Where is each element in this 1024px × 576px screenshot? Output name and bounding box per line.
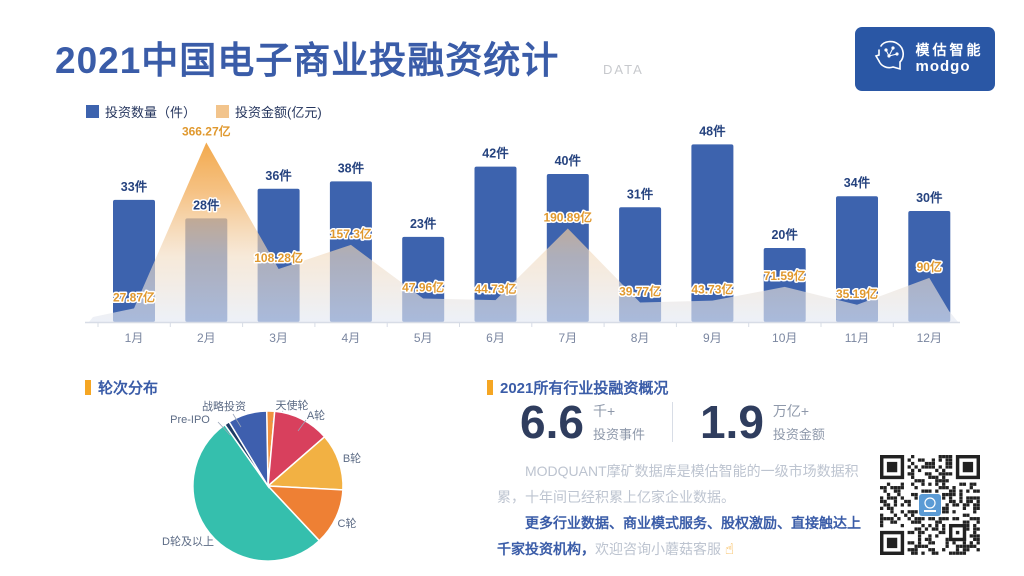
overview-paragraph-2: 更多行业数据、商业模式服务、股权激励、直接触达上千家投资机构，欢迎咨询小蘑菇客服… <box>497 510 863 563</box>
pie-leader-line <box>232 413 242 428</box>
pie-label-A轮: A轮 <box>307 408 325 422</box>
legend-swatch-count <box>86 105 99 118</box>
month-label: 8月 <box>631 331 650 345</box>
month-label: 6月 <box>486 331 505 345</box>
pie-slice-D轮及以上 <box>192 423 321 562</box>
amount-label: 47.96亿 <box>402 279 444 294</box>
page-title: 2021中国电子商业投融资统计 <box>55 40 560 81</box>
pie-label-C轮: C轮 <box>338 516 357 530</box>
amount-label: 27.87亿 <box>113 289 155 304</box>
stat-events-value: 6.6 <box>520 396 584 448</box>
count-label: 42件 <box>482 146 509 161</box>
month-label: 11月 <box>845 331 869 345</box>
amount-label: 108.28亿 <box>254 250 303 265</box>
pie-section-heading: 轮次分布 <box>85 377 158 398</box>
count-label: 48件 <box>699 123 726 138</box>
amount-label: 157.3亿 <box>330 226 372 241</box>
month-label: 7月 <box>558 331 577 345</box>
month-label: 10月 <box>772 331 797 345</box>
month-label: 2月 <box>197 331 216 345</box>
count-label: 38件 <box>338 160 365 175</box>
stat-amount-units: 万亿+ 投资金额 <box>773 401 825 443</box>
chart-legend: 投资数量（件） 投资金额(亿元) <box>86 102 322 121</box>
month-label: 5月 <box>414 331 433 345</box>
logo-brand-en: modgo <box>915 58 971 76</box>
combo-chart: 33件 27.87亿 1月 28件 366.27亿 2月 36件 108.28亿 3月 38件 15… <box>85 122 960 345</box>
count-label: 20件 <box>771 227 798 242</box>
overview-paragraph-1: MODQUANT摩矿数据库是模估智能的一级市场数据积累，十年间已经积累上亿家企业… <box>497 463 859 505</box>
count-label: 34件 <box>844 175 871 190</box>
orange-bar-icon <box>85 380 91 395</box>
month-label: 12月 <box>917 331 942 345</box>
stat-events-unit: 千+ <box>592 403 616 419</box>
amount-label: 71.59亿 <box>764 268 806 283</box>
orange-bar-icon <box>487 380 493 395</box>
legend-item-amount: 投资金额(亿元) <box>216 102 322 121</box>
count-label: 30件 <box>916 190 943 205</box>
stat-amount-unit: 万亿+ <box>772 403 810 419</box>
modgo-logo: 模估智能 modgo <box>855 27 995 91</box>
pie-label-战略投资: 战略投资 <box>202 399 246 413</box>
bar-11月 <box>836 196 878 322</box>
overview-stats: 6.6 千+ 投资事件 1.9 万亿+ 投资金额 <box>520 399 825 445</box>
count-label: 36件 <box>265 168 292 183</box>
overview-cs-text: 欢迎咨询小蘑菇客服 <box>595 541 725 557</box>
amount-label: 39.77亿 <box>619 284 661 299</box>
data-watermark: DATA <box>603 62 644 77</box>
count-label: 31件 <box>627 186 654 201</box>
count-label: 23件 <box>410 216 437 231</box>
legend-label-amount: 投资金额(亿元) <box>235 105 322 120</box>
bar-9月 <box>691 144 734 322</box>
month-label: 9月 <box>703 331 722 345</box>
stat-amount-value: 1.9 <box>699 396 764 448</box>
amount-label: 190.89亿 <box>543 209 592 224</box>
amount-label: 44.73亿 <box>474 281 516 296</box>
qr-center-logo <box>919 494 941 516</box>
amount-area <box>89 142 958 322</box>
logo-brand-cn: 模估智能 <box>915 42 984 59</box>
pie-leader-line <box>217 421 231 436</box>
amount-label: 43.73亿 <box>691 282 733 297</box>
qr-code <box>880 455 980 555</box>
pie-heading-text: 轮次分布 <box>98 380 159 397</box>
pie-label-天使轮: 天使轮 <box>276 398 309 412</box>
overview-section-heading: 2021所有行业投融资概况 <box>487 377 668 398</box>
amount-label: 366.27亿 <box>182 124 231 139</box>
bar-6月 <box>474 166 517 322</box>
count-label: 28件 <box>193 197 220 212</box>
modgo-head-icon <box>867 36 909 83</box>
stats-divider <box>671 402 673 442</box>
count-label: 40件 <box>555 153 582 168</box>
legend-item-count: 投资数量（件） <box>86 102 196 121</box>
overview-heading-text: 2021所有行业投融资概况 <box>500 380 669 397</box>
count-label: 33件 <box>121 179 148 194</box>
legend-label-count: 投资数量（件） <box>105 105 197 120</box>
pointing-hand-icon: ☝ <box>724 541 735 558</box>
pie-leader-line <box>297 419 307 432</box>
stat-events-label: 投资事件 <box>592 427 645 442</box>
overview-highlight-text: 更多行业数据、商业模式服务、股权激励、直接触达上千家投资机构， <box>497 515 861 557</box>
amount-label: 35.19亿 <box>836 286 878 301</box>
amount-label: 90亿 <box>917 259 942 274</box>
month-label: 3月 <box>269 331 288 345</box>
pie-label-B轮: B轮 <box>343 451 361 465</box>
stat-amount-label: 投资金额 <box>772 427 825 442</box>
month-label: 4月 <box>342 331 361 345</box>
month-label: 1月 <box>125 331 144 345</box>
pie-label-Pre-IPO: Pre-IPO <box>170 414 210 426</box>
pie-label-D轮及以上: D轮及以上 <box>162 534 214 548</box>
pie-slice-战略投资 <box>228 410 269 489</box>
legend-swatch-amount <box>216 105 230 118</box>
stat-events-units: 千+ 投资事件 <box>593 401 645 443</box>
